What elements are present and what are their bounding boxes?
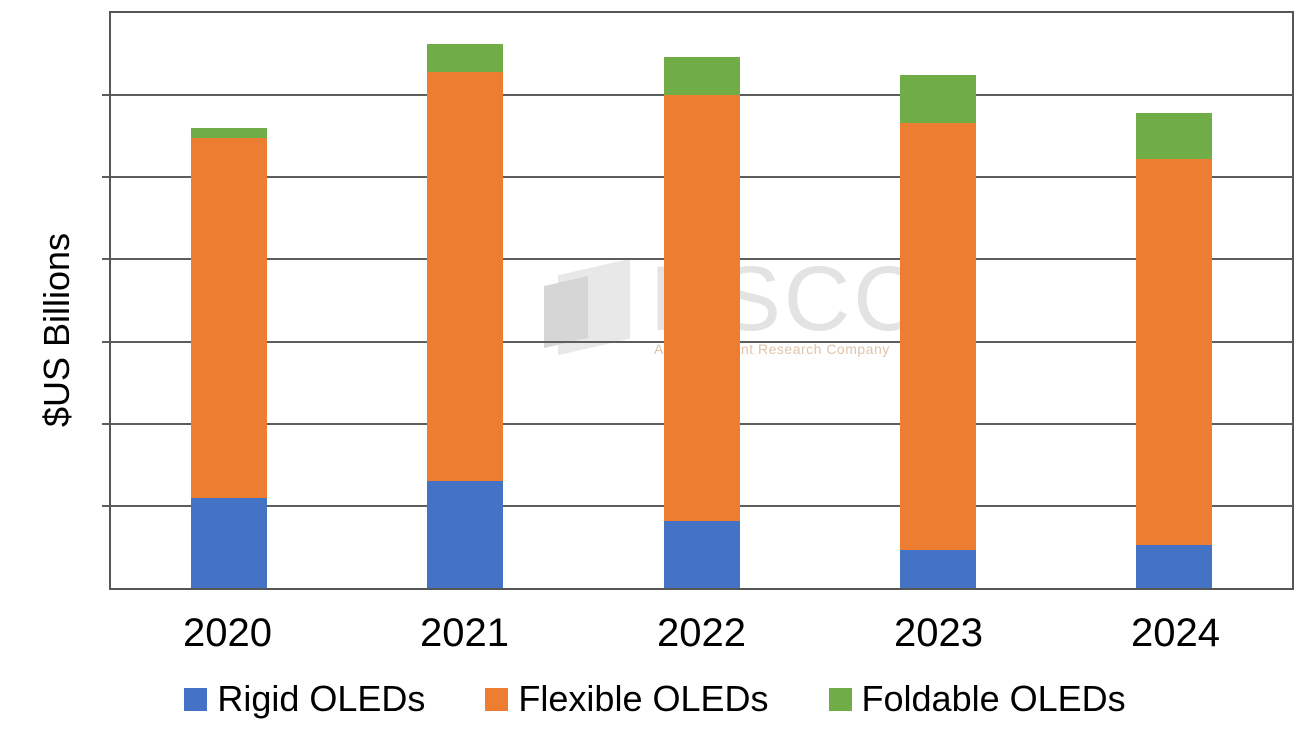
x-axis-label-2022: 2022 [657, 611, 746, 655]
bar-segment-flexible-oleds-2024 [1135, 159, 1212, 546]
y-axis-tick-25 [102, 176, 109, 179]
legend-label-foldable-oleds: Foldable OLEDs [861, 678, 1126, 719]
bar-segment-foldable-oleds-2024 [1135, 113, 1212, 160]
legend-swatch-rigid-oleds [184, 687, 208, 711]
legend-label-flexible-oleds: Flexible OLEDs [518, 678, 769, 719]
bar-segment-foldable-oleds-2020 [191, 128, 268, 138]
legend: Rigid OLEDs Flexible OLEDs Foldable OLEDs [0, 678, 1310, 720]
x-axis-label-2024: 2024 [1131, 611, 1220, 655]
bar-2022 [663, 13, 740, 588]
dscc-logo-icon [544, 258, 636, 361]
dscc-logo-panel-front [544, 275, 588, 349]
y-axis-tick-10 [102, 422, 109, 425]
legend-item-rigid-oleds: Rigid OLEDs [184, 678, 425, 720]
y-axis-tick-30 [102, 94, 109, 97]
bar-2020 [191, 13, 268, 588]
legend-swatch-flexible-oleds [485, 687, 509, 711]
bar-segment-foldable-oleds-2022 [663, 57, 740, 96]
bar-segment-flexible-oleds-2021 [427, 72, 504, 482]
bar-segment-rigid-oleds-2022 [663, 520, 740, 588]
y-axis-tick-15 [102, 340, 109, 343]
legend-swatch-foldable-oleds [828, 687, 852, 711]
plot-area: DSCC A Counterpoint Research Company [102, 11, 1294, 590]
bar-segment-rigid-oleds-2023 [899, 550, 976, 588]
x-axis-labels: 2020 2021 2022 2023 2024 [109, 611, 1294, 655]
bar-2023 [899, 13, 976, 588]
y-axis-tick-5 [102, 504, 109, 507]
bar-segment-foldable-oleds-2021 [427, 44, 504, 73]
y-axis-tick-20 [102, 258, 109, 261]
x-axis-label-2020: 2020 [183, 611, 272, 655]
x-axis-label-2023: 2023 [894, 611, 983, 655]
bar-segment-flexible-oleds-2023 [899, 123, 976, 551]
bar-segment-rigid-oleds-2021 [427, 481, 504, 588]
x-axis-label-2021: 2021 [420, 611, 509, 655]
legend-label-rigid-oleds: Rigid OLEDs [217, 678, 426, 719]
bar-2024 [1135, 13, 1212, 588]
legend-item-flexible-oleds: Flexible OLEDs [485, 678, 769, 720]
bar-2021 [427, 13, 504, 588]
y-axis-title: $US Billions [36, 232, 77, 428]
bar-segment-rigid-oleds-2024 [1135, 545, 1212, 588]
bar-segment-flexible-oleds-2020 [191, 137, 268, 498]
bar-segment-rigid-oleds-2020 [191, 497, 268, 588]
bar-segment-foldable-oleds-2023 [899, 75, 976, 124]
legend-item-foldable-oleds: Foldable OLEDs [828, 678, 1126, 720]
bar-segment-flexible-oleds-2022 [663, 95, 740, 521]
